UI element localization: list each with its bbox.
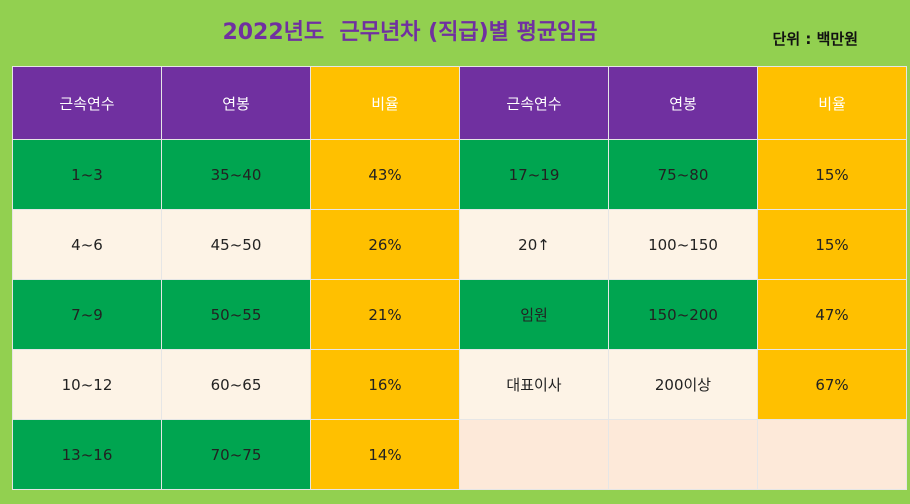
page-title: 2022년도 근무년차 (직급)별 평균임금 [222, 20, 598, 45]
salary-cell: 200이상 [608, 349, 758, 420]
salary-cell: 70~75 [161, 419, 311, 490]
salary-cell: 35~40 [161, 139, 311, 210]
header-ratio-2: 비율 [757, 66, 907, 140]
ratio-cell: 15% [757, 139, 907, 210]
unit-label: 단위 : 백만원 [772, 30, 858, 48]
header-salary-2: 연봉 [608, 66, 758, 140]
tenure-cell: 13~16 [12, 419, 162, 490]
ratio-cell: 14% [310, 419, 460, 490]
salary-cell: 45~50 [161, 209, 311, 280]
tenure-cell: 임원 [459, 279, 609, 350]
header-salary: 연봉 [161, 66, 311, 140]
header-ratio: 비율 [310, 66, 460, 140]
table-row: 7~9 50~55 21% 임원 150~200 47% [12, 279, 907, 350]
empty-cell [608, 419, 758, 490]
table-row: 13~16 70~75 14% [12, 419, 907, 490]
ratio-cell: 16% [310, 349, 460, 420]
header-tenure: 근속연수 [12, 66, 162, 140]
tenure-cell: 4~6 [12, 209, 162, 280]
salary-cell: 60~65 [161, 349, 311, 420]
tenure-cell: 10~12 [12, 349, 162, 420]
table-header-row: 근속연수 연봉 비율 근속연수 연봉 비율 [12, 66, 907, 140]
ratio-cell: 15% [757, 209, 907, 280]
tenure-cell: 17~19 [459, 139, 609, 210]
tenure-cell: 7~9 [12, 279, 162, 350]
tenure-cell: 20↑ [459, 209, 609, 280]
ratio-cell: 21% [310, 279, 460, 350]
salary-cell: 150~200 [608, 279, 758, 350]
salary-table: 근속연수 연봉 비율 근속연수 연봉 비율 1~3 35~40 43% 17~1… [12, 66, 907, 490]
header-tenure-2: 근속연수 [459, 66, 609, 140]
table-row: 1~3 35~40 43% 17~19 75~80 15% [12, 139, 907, 210]
salary-cell: 50~55 [161, 279, 311, 350]
empty-cell [459, 419, 609, 490]
ratio-cell: 26% [310, 209, 460, 280]
table-row: 10~12 60~65 16% 대표이사 200이상 67% [12, 349, 907, 420]
ratio-cell: 47% [757, 279, 907, 350]
empty-cell [757, 419, 907, 490]
salary-cell: 100~150 [608, 209, 758, 280]
tenure-cell: 대표이사 [459, 349, 609, 420]
ratio-cell: 67% [757, 349, 907, 420]
ratio-cell: 43% [310, 139, 460, 210]
table-row: 4~6 45~50 26% 20↑ 100~150 15% [12, 209, 907, 280]
salary-cell: 75~80 [608, 139, 758, 210]
tenure-cell: 1~3 [12, 139, 162, 210]
